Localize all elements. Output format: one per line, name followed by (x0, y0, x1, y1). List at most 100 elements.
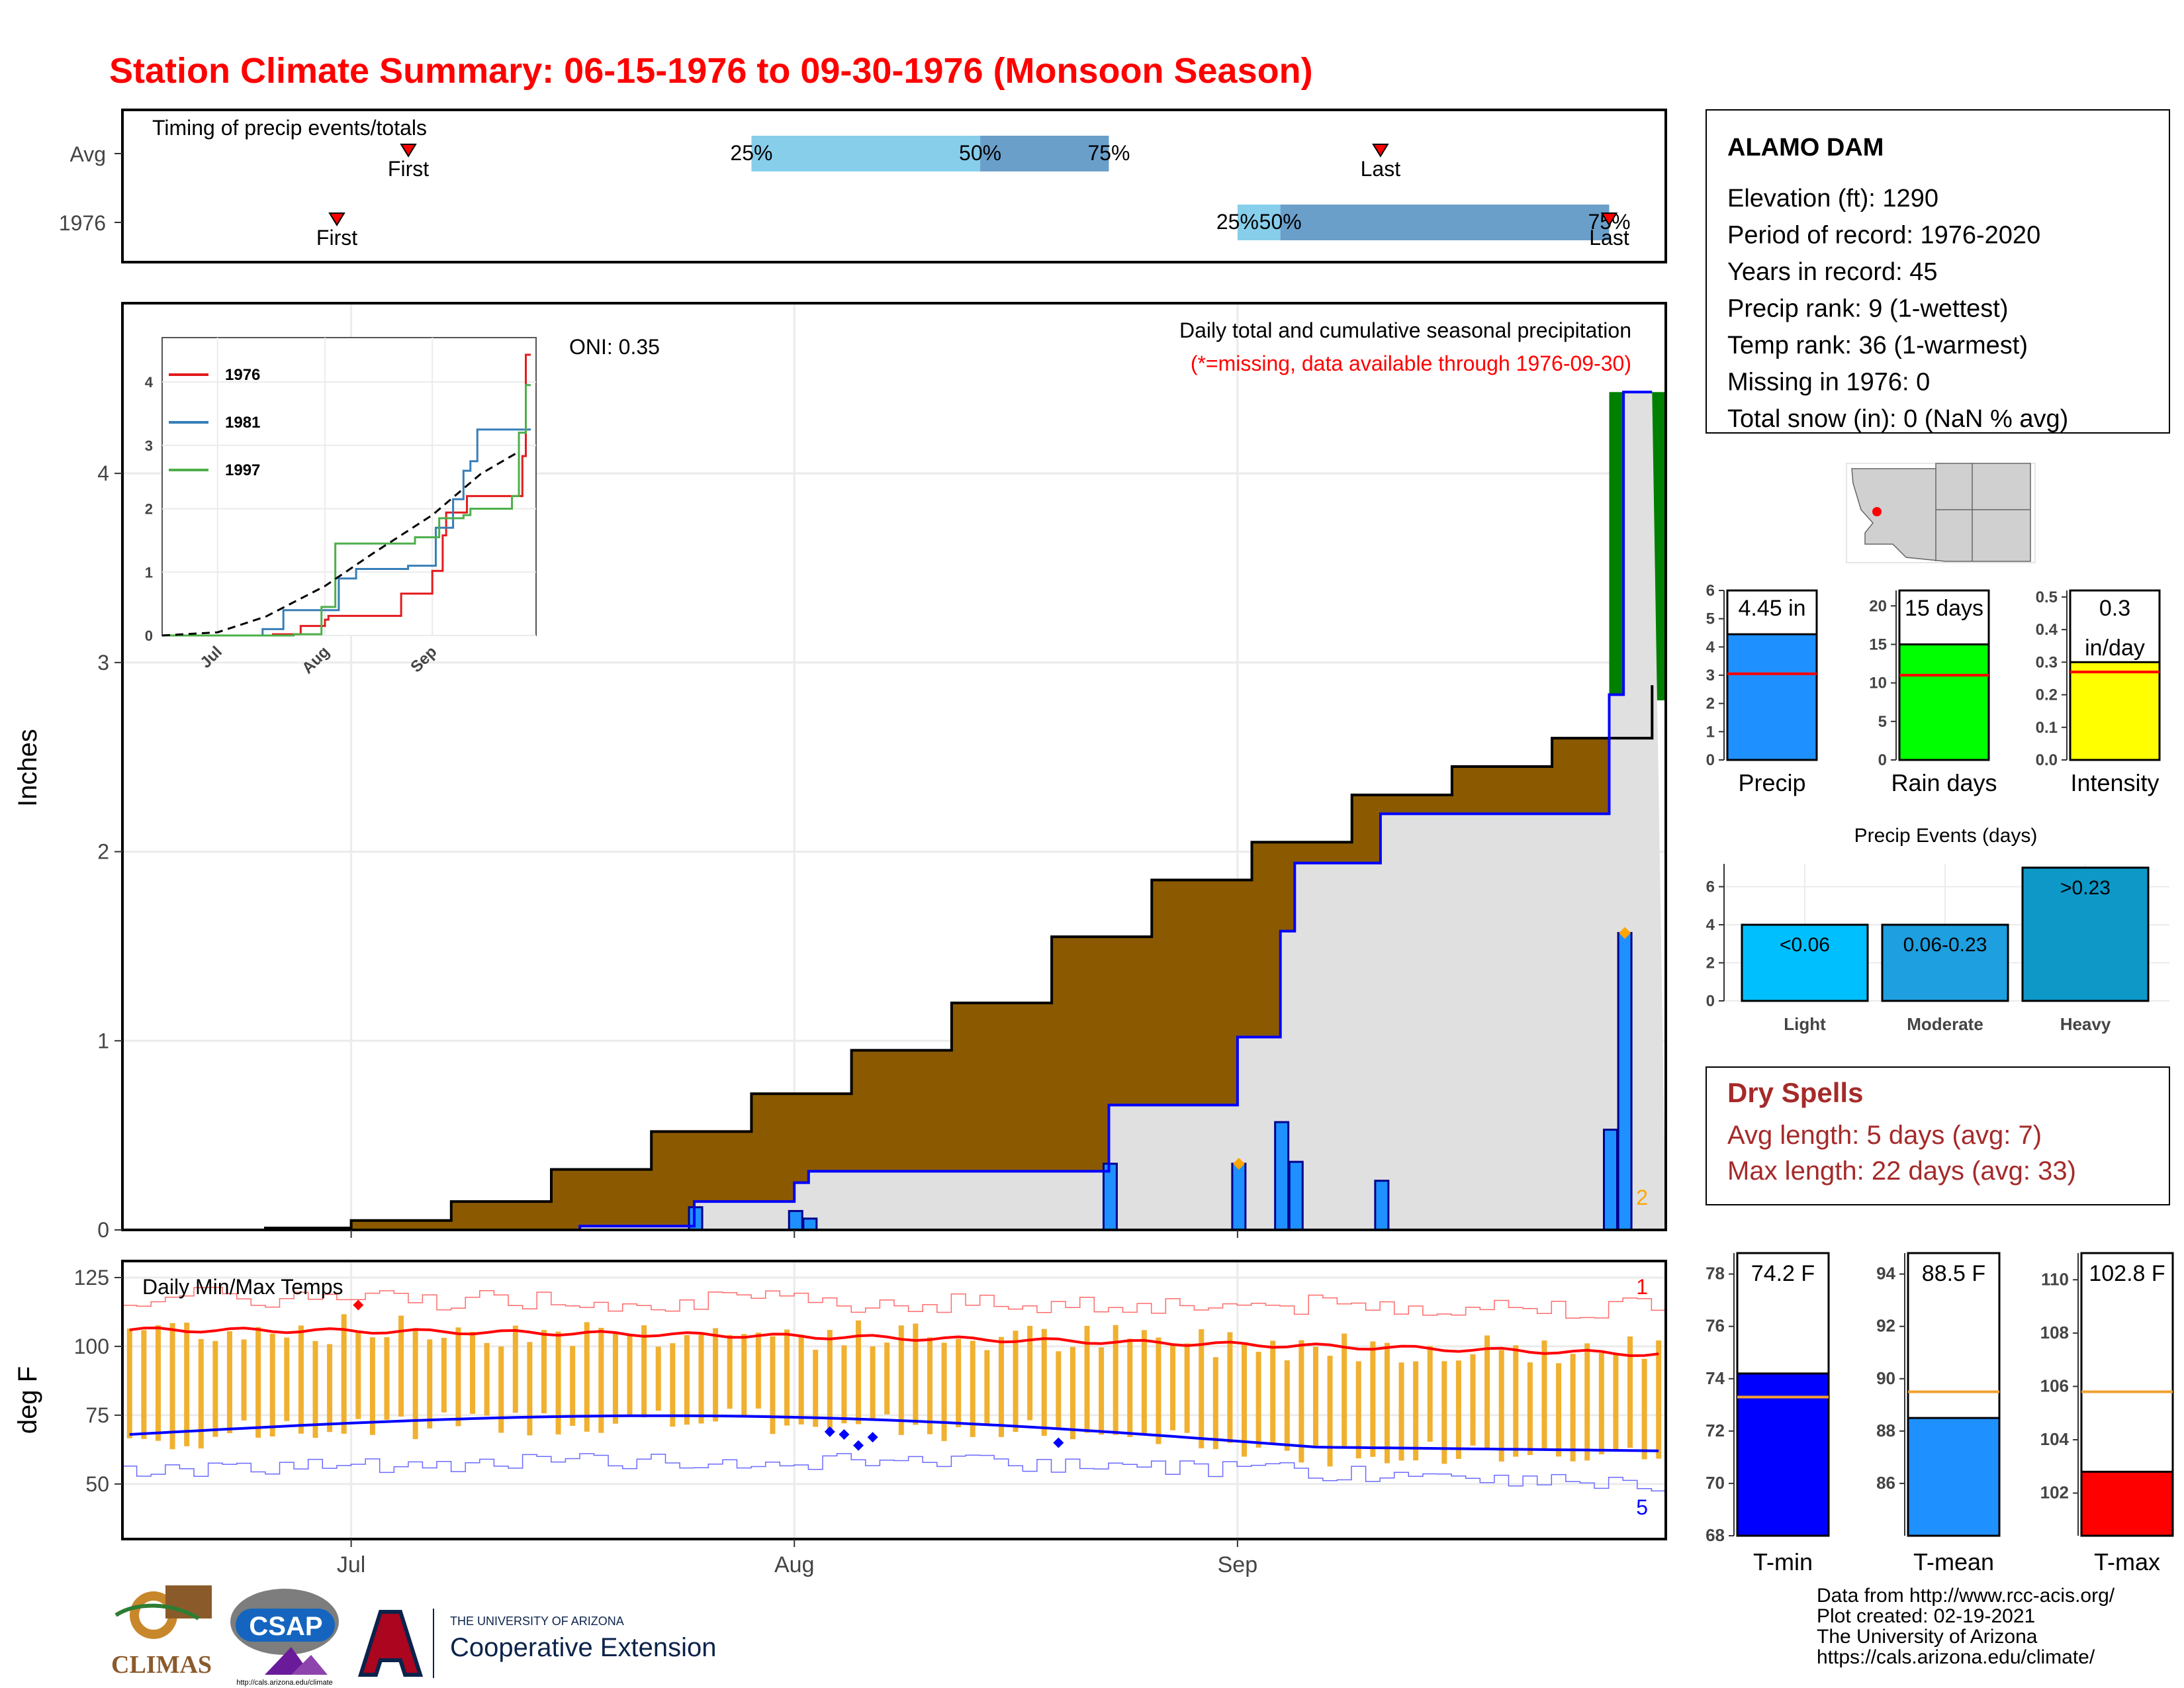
daily-precip-bar (1231, 1162, 1247, 1231)
csap-logo: CSAP http://cals.arizona.edu/climate (230, 1589, 339, 1687)
daily-temp-range-bar (898, 1325, 904, 1435)
temp-panel-label: Daily Min/Max Temps (142, 1275, 343, 1299)
precip-events-chart: Precip Events (days) 0 2 4 6 <0.06 Light 0.06-… (1706, 825, 2169, 1034)
station-detail-line: Precip rank: 9 (1-wettest) (1727, 295, 2008, 323)
daily-temp-range-bar (1127, 1338, 1133, 1437)
mini-bar-tick-label: 0.1 (2036, 719, 2058, 737)
daily-temp-range-bar (913, 1323, 919, 1425)
daily-temp-range-bar (684, 1335, 690, 1425)
station-detail-line: Period of record: 1976-2020 (1727, 222, 2040, 250)
precip-y-tick-label: 1 (97, 1029, 109, 1053)
footer-line: Plot created: 02-19-2021 (1817, 1605, 2035, 1627)
daily-temp-range-bar (1013, 1331, 1019, 1432)
daily-temp-range-bar (755, 1333, 761, 1409)
inset-frame (161, 337, 537, 636)
daily-temp-range-bar (655, 1346, 661, 1411)
daily-temp-range-bar (355, 1331, 361, 1419)
daily-temp-range-bar (1113, 1325, 1118, 1435)
temp-bar-tick-label: 78 (1706, 1264, 1725, 1284)
events-content: 0 2 4 6 <0.06 Light 0.06-0.23 Moderate >0.23 Heav… (1706, 864, 2169, 1034)
precip-corner-count: 2 (1636, 1186, 1648, 1209)
station-info: ALAMO DAM Elevation (ft): 1290 Period of … (1706, 109, 2170, 434)
temp-bar-tick-label: 70 (1706, 1473, 1725, 1493)
daily-temp-range-bar (1484, 1335, 1490, 1450)
timing-percent-label: 50% (959, 141, 1001, 165)
footer-credits: Data from http://www.rcc-acis.org/Plot c… (1817, 1585, 2115, 1668)
events-bar-label: 0.06-0.23 (1903, 934, 1987, 956)
daily-temp-range-bar (670, 1343, 676, 1427)
csap-logo-url: http://cals.arizona.edu/climate (236, 1679, 333, 1687)
daily-temp-range-bar (555, 1331, 561, 1434)
temp-bar-tick-label: 108 (2040, 1323, 2069, 1342)
daily-temp-range-bar (212, 1340, 218, 1437)
events-bar-label: >0.23 (2060, 877, 2111, 899)
daily-temp-range-bar (470, 1332, 476, 1414)
daily-temp-range-bar (1598, 1352, 1604, 1455)
daily-temp-range-bar (1498, 1350, 1504, 1462)
daily-temp-range-bar (1384, 1342, 1390, 1464)
daily-temp-range-bar (713, 1328, 719, 1422)
daily-temp-range-bar (269, 1333, 275, 1437)
daily-temp-range-bar (770, 1336, 776, 1434)
timing-panel-label: Timing of precip events/totals (152, 116, 427, 140)
daily-temp-range-bar (984, 1350, 990, 1424)
events-tick-label: 0 (1706, 992, 1715, 1010)
daily-temp-range-bar (1084, 1325, 1090, 1433)
daily-temp-range-bar (1556, 1363, 1562, 1457)
daily-temp-range-bar (1570, 1354, 1576, 1462)
temp-bar-label: T-min (1753, 1548, 1813, 1575)
timing-event-marker (1600, 212, 1618, 226)
daily-temp-range-bar (1513, 1345, 1519, 1457)
station-detail-line: Elevation (ft): 1290 (1727, 185, 1938, 212)
mini-bar-value-label: 0.3 (2099, 596, 2130, 621)
climas-logo: CLIMAS (111, 1585, 212, 1679)
temp-panel-border (121, 1260, 1667, 1540)
csap-logo-text: CSAP (249, 1612, 322, 1641)
x-axis-month-label: Aug (774, 1552, 815, 1577)
daily-temp-range-bar (1227, 1332, 1233, 1443)
timing-event-label: Last (1361, 157, 1401, 181)
events-category-label: Moderate (1907, 1014, 1983, 1034)
daily-temp-range-bar (455, 1327, 461, 1427)
daily-precip-bar (788, 1209, 803, 1231)
temp-bar-tick-label: 94 (1876, 1264, 1895, 1284)
avg-max-temp-line (129, 1326, 1659, 1358)
footer-line: Data from http://www.rcc-acis.org/ (1817, 1585, 2115, 1607)
station-detail-line: Missing in 1976: 0 (1727, 369, 1930, 397)
precip-panel-border (121, 302, 1667, 1231)
footer-line: The University of Arizona (1817, 1626, 2038, 1648)
temp-bar-tick-label: 92 (1876, 1316, 1895, 1336)
cumulative-1976-area-cap (122, 392, 1666, 1230)
mini-bar-tick-label: 4 (1706, 638, 1715, 656)
avg-min-temp-line (129, 1414, 1659, 1452)
temp-bar-tick-label: 102 (2040, 1483, 2069, 1503)
page-title: Station Climate Summary: 06-15-1976 to 0… (109, 51, 1313, 91)
daily-precip-bar (802, 1217, 818, 1231)
daily-temp-range-bar (412, 1328, 418, 1440)
daily-temp-range-bar (956, 1338, 962, 1428)
temp-y-axis-title: deg F (13, 1366, 42, 1434)
daily-temp-range-bar (255, 1327, 261, 1438)
daily-precip-bar (1602, 1129, 1618, 1231)
temp-content (122, 1287, 1666, 1492)
daily-temp-range-bar (1427, 1346, 1433, 1442)
daily-precip-bar (1374, 1180, 1390, 1231)
mini-bar-tick-label: 2 (1706, 695, 1715, 713)
precip-y-tick-label: 2 (97, 840, 109, 864)
timing-bar-early (1237, 205, 1281, 240)
daily-temp-range-bar (641, 1325, 647, 1418)
daily-temp-range-bar (1284, 1360, 1290, 1451)
inset-y-tick-label: 0 (145, 628, 153, 644)
daily-temp-range-bar (1613, 1354, 1619, 1450)
timing-panel: Timing of precip events/totals Avg 1976 … (59, 109, 1667, 263)
temp-bar-value (2080, 1470, 2174, 1537)
daily-temp-range-bar (312, 1340, 318, 1438)
timing-event-label: First (388, 157, 429, 181)
timing-event-marker (328, 212, 345, 226)
locator-map (1846, 463, 2036, 563)
record-marker (1619, 927, 1631, 939)
daily-temp-range-bar (369, 1337, 375, 1435)
mini-bar-label: Intensity (2070, 769, 2159, 796)
daily-temp-range-bar (1212, 1357, 1218, 1450)
